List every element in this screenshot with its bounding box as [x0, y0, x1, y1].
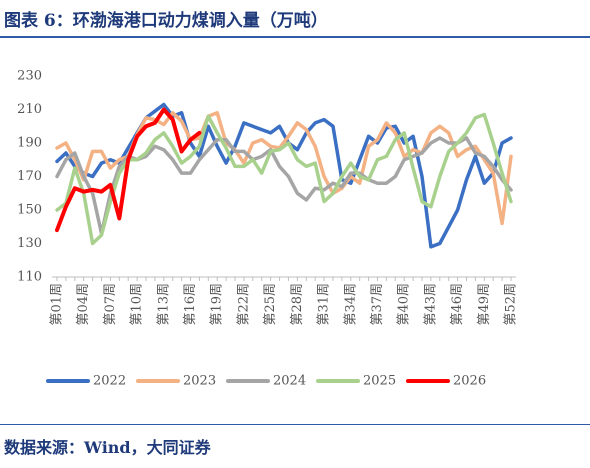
- title-rule: [0, 36, 590, 38]
- x-tick-label: 第34周: [343, 283, 358, 326]
- x-tick-label: 第13周: [156, 283, 171, 326]
- x-tick-label: 第49周: [477, 283, 492, 326]
- x-tick-label: 第10周: [130, 283, 145, 326]
- x-tick-label: 第01周: [50, 283, 65, 326]
- y-tick-label: 150: [17, 203, 42, 218]
- x-tick-label: 第04周: [76, 283, 91, 326]
- y-tick-label: 110: [17, 270, 42, 285]
- y-tick-label: 170: [17, 169, 42, 184]
- x-tick-label: 第31周: [317, 283, 332, 326]
- y-tick-label: 130: [17, 236, 42, 251]
- legend-label: 2026: [453, 374, 486, 389]
- x-tick-label: 第25周: [263, 283, 278, 326]
- series-line: [55, 112, 513, 246]
- x-tick-label: 第19周: [210, 283, 225, 326]
- x-tick-label: 第52周: [504, 283, 519, 326]
- x-tick-label: 第40周: [397, 283, 412, 326]
- legend-label: 2023: [183, 374, 216, 389]
- legend-label: 2022: [93, 374, 126, 389]
- legend-label: 2024: [273, 374, 306, 389]
- y-tick-label: 190: [17, 136, 42, 151]
- x-tick-label: 第16周: [183, 283, 198, 326]
- chart: 110 130 150 170 190 210 230 第01周 第04周 第07周 第10周 第13…: [17, 69, 519, 389]
- footer-rule: [0, 424, 590, 425]
- series-line: [55, 107, 202, 233]
- series-line: [55, 102, 513, 249]
- x-tick-label: 第37周: [370, 283, 385, 326]
- source-note: 数据来源：Wind，大同证券: [4, 438, 211, 457]
- y-tick-label: 210: [17, 102, 42, 117]
- x-tick-label: 第46周: [450, 283, 465, 326]
- legend-label: 2025: [363, 374, 396, 389]
- x-tick-label: 第43周: [423, 283, 438, 326]
- x-tick-label: 第07周: [103, 283, 118, 326]
- y-tick-label: 230: [17, 69, 42, 84]
- x-tick-label: 第28周: [290, 283, 305, 326]
- x-tick-label: 第22周: [236, 283, 251, 326]
- chart-title: 图表 6：环渤海港口动力煤调入量（万吨）: [4, 11, 328, 31]
